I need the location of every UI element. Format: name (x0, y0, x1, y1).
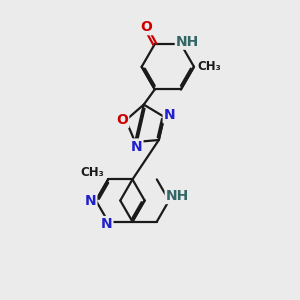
Text: O: O (140, 20, 152, 34)
Text: CH₃: CH₃ (81, 167, 104, 179)
Text: NH: NH (176, 35, 199, 49)
Text: N: N (101, 217, 112, 231)
Text: N: N (164, 108, 175, 122)
Text: O: O (116, 113, 128, 127)
Text: N: N (85, 194, 96, 208)
Text: NH: NH (166, 189, 189, 203)
Text: N: N (131, 140, 142, 154)
Text: CH₃: CH₃ (198, 60, 221, 73)
